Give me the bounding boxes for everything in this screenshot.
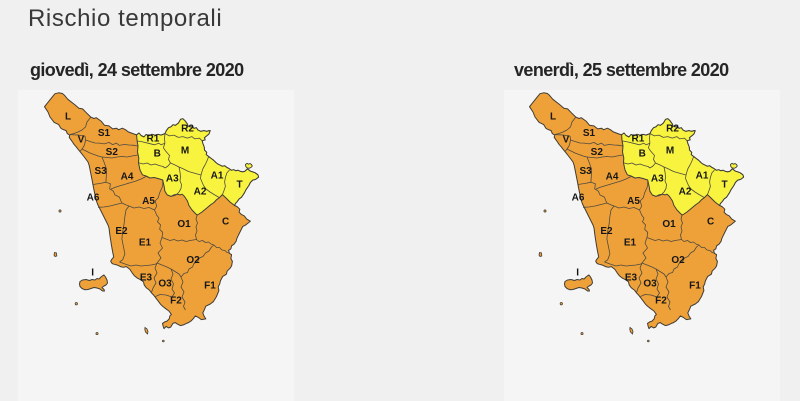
svg-text:S1: S1 <box>98 128 111 139</box>
svg-text:A5: A5 <box>142 196 155 207</box>
svg-text:O2: O2 <box>186 255 200 266</box>
svg-text:T: T <box>236 180 242 191</box>
svg-text:R2: R2 <box>181 124 194 135</box>
svg-text:A3: A3 <box>166 174 179 185</box>
svg-text:O3: O3 <box>158 279 172 290</box>
svg-text:R1: R1 <box>147 134 160 145</box>
svg-text:S2: S2 <box>106 147 119 158</box>
svg-text:E1: E1 <box>139 238 152 249</box>
svg-text:E3: E3 <box>140 273 153 284</box>
svg-text:S3: S3 <box>94 166 107 177</box>
svg-text:M: M <box>181 146 189 157</box>
svg-text:C: C <box>222 217 229 228</box>
svg-text:E2: E2 <box>115 226 128 237</box>
svg-text:O1: O1 <box>177 219 191 230</box>
svg-text:A2: A2 <box>194 187 207 198</box>
svg-text:I: I <box>91 268 94 279</box>
svg-text:L: L <box>65 112 71 123</box>
svg-text:A1: A1 <box>211 171 224 182</box>
svg-text:A6: A6 <box>87 193 100 204</box>
svg-text:A4: A4 <box>121 172 134 183</box>
svg-text:V: V <box>78 135 85 146</box>
svg-text:F1: F1 <box>204 281 216 292</box>
svg-text:F2: F2 <box>170 296 182 307</box>
svg-text:B: B <box>154 149 161 160</box>
